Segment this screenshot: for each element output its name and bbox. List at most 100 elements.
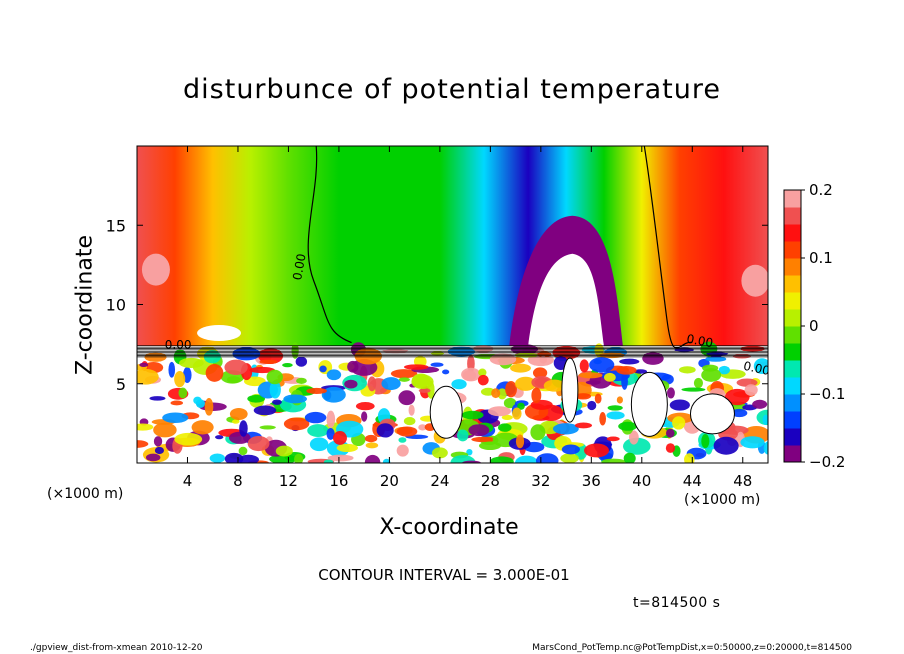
warm-blob-left xyxy=(141,253,170,286)
colorbar-swatch xyxy=(784,190,801,208)
turbulent-patch xyxy=(232,419,240,424)
turbulent-patch xyxy=(503,397,517,409)
turbulent-patch xyxy=(587,400,597,411)
y-axis-label: Z-coordinate xyxy=(72,235,98,375)
white-eddy xyxy=(429,385,463,439)
turbulent-patch xyxy=(701,434,710,449)
colorbar-swatch xyxy=(784,360,801,378)
colorbar-swatch xyxy=(784,241,801,259)
plume-white xyxy=(528,253,604,346)
turbulent-patch xyxy=(294,453,304,463)
turbulent-patch xyxy=(382,458,391,463)
turbulent-patch xyxy=(753,358,768,375)
turbulent-patch xyxy=(291,342,299,359)
white-eddy xyxy=(689,393,735,435)
turbulent-patch xyxy=(396,426,418,437)
turbulent-patch xyxy=(477,374,489,386)
turbulent-patch xyxy=(561,444,580,455)
colorbar-swatch xyxy=(784,445,801,463)
turbulent-patch xyxy=(535,453,559,463)
turbulent-patch xyxy=(390,369,418,379)
y-axis-ticks: 5 10 15 xyxy=(106,216,768,394)
turbulent-patch xyxy=(145,453,161,462)
turbulent-patch xyxy=(275,445,293,457)
turbulent-patch xyxy=(515,434,525,449)
turbulent-patch xyxy=(403,417,416,426)
turbulent-patch xyxy=(618,421,638,431)
turbulent-patch xyxy=(732,354,751,359)
turbulent-patch xyxy=(365,442,379,449)
turbulent-patch xyxy=(604,372,616,382)
turbulent-patch xyxy=(224,452,244,463)
turbulent-patch xyxy=(489,456,514,463)
turbulent-patch xyxy=(411,374,434,390)
x-tick-label: 28 xyxy=(481,472,500,490)
turbulent-patch xyxy=(478,441,502,451)
turbulent-patch xyxy=(669,399,690,411)
x-tick-label: 40 xyxy=(632,472,651,490)
turbulent-patch xyxy=(327,454,354,462)
turbulent-patch xyxy=(762,414,768,425)
colorbar-swatch xyxy=(784,292,801,310)
zero-contour-right xyxy=(643,146,693,349)
turbulent-patch xyxy=(665,428,675,438)
x-unit-left: (×1000 m) xyxy=(47,486,124,502)
y-tick-label: 5 xyxy=(116,375,126,394)
colorbar-swatch xyxy=(784,394,801,412)
turbulent-patch xyxy=(307,424,329,438)
turbulent-patch xyxy=(364,454,381,463)
turbulent-patch xyxy=(238,446,248,456)
turbulent-patch xyxy=(336,443,358,453)
turbulent-patch xyxy=(489,353,517,366)
turbulent-patch xyxy=(174,371,186,388)
time-label: t=814500 s xyxy=(633,595,721,611)
x-tick-label: 24 xyxy=(430,472,449,490)
footer-data-source: MarsCond_PotTemp.nc@PotTempDist,x=0:5000… xyxy=(532,643,852,653)
turbulent-patch xyxy=(510,344,539,355)
turbulent-patch xyxy=(253,405,277,416)
turbulent-patch xyxy=(215,435,224,440)
turbulent-patch xyxy=(642,351,664,365)
turbulent-patch xyxy=(326,410,336,428)
turbulent-patch xyxy=(326,369,342,381)
turbulent-patch xyxy=(532,367,548,379)
colorbar-tick-label: 0.2 xyxy=(809,181,833,199)
turbulent-patch xyxy=(684,453,695,463)
turbulent-patch xyxy=(701,368,722,382)
y-tick-label: 15 xyxy=(106,216,126,235)
turbulent-patch xyxy=(599,412,607,426)
colorbar-swatch xyxy=(784,224,801,242)
turbulent-patch xyxy=(501,414,513,421)
turbulent-patch xyxy=(442,369,450,375)
x-unit-right: (×1000 m) xyxy=(684,492,761,508)
turbulent-patch xyxy=(468,424,490,437)
turbulent-patch xyxy=(616,365,637,375)
turbulent-patch xyxy=(361,411,368,422)
turbulent-patch xyxy=(430,362,444,367)
turbulent-patch xyxy=(174,432,203,446)
turbulent-patch xyxy=(530,424,546,441)
upper-field xyxy=(137,146,768,346)
turbulent-patch xyxy=(740,436,765,449)
turbulent-patch xyxy=(491,388,501,399)
turbulent-patch xyxy=(398,377,410,382)
turbulent-patch xyxy=(665,443,676,453)
turbulent-patch xyxy=(408,404,415,416)
turbulent-patch xyxy=(137,368,159,385)
turbulent-patch xyxy=(238,454,259,463)
y-tick-label: 10 xyxy=(106,296,126,315)
turbulent-patch xyxy=(398,437,407,443)
turbulent-patch xyxy=(628,430,639,445)
turbulent-patch xyxy=(607,405,623,411)
turbulent-patch xyxy=(418,388,431,393)
turbulent-patch xyxy=(170,400,184,406)
turbulent-patch xyxy=(326,427,335,440)
turbulent-patch xyxy=(403,364,429,370)
turbulent-patch xyxy=(137,423,154,431)
turbulent-patch xyxy=(693,377,703,389)
turbulent-patch xyxy=(162,412,189,423)
turbulent-patch xyxy=(229,407,248,421)
turbulent-patch xyxy=(296,377,307,384)
turbulent-patch xyxy=(295,356,308,367)
turbulent-patch xyxy=(282,363,293,368)
